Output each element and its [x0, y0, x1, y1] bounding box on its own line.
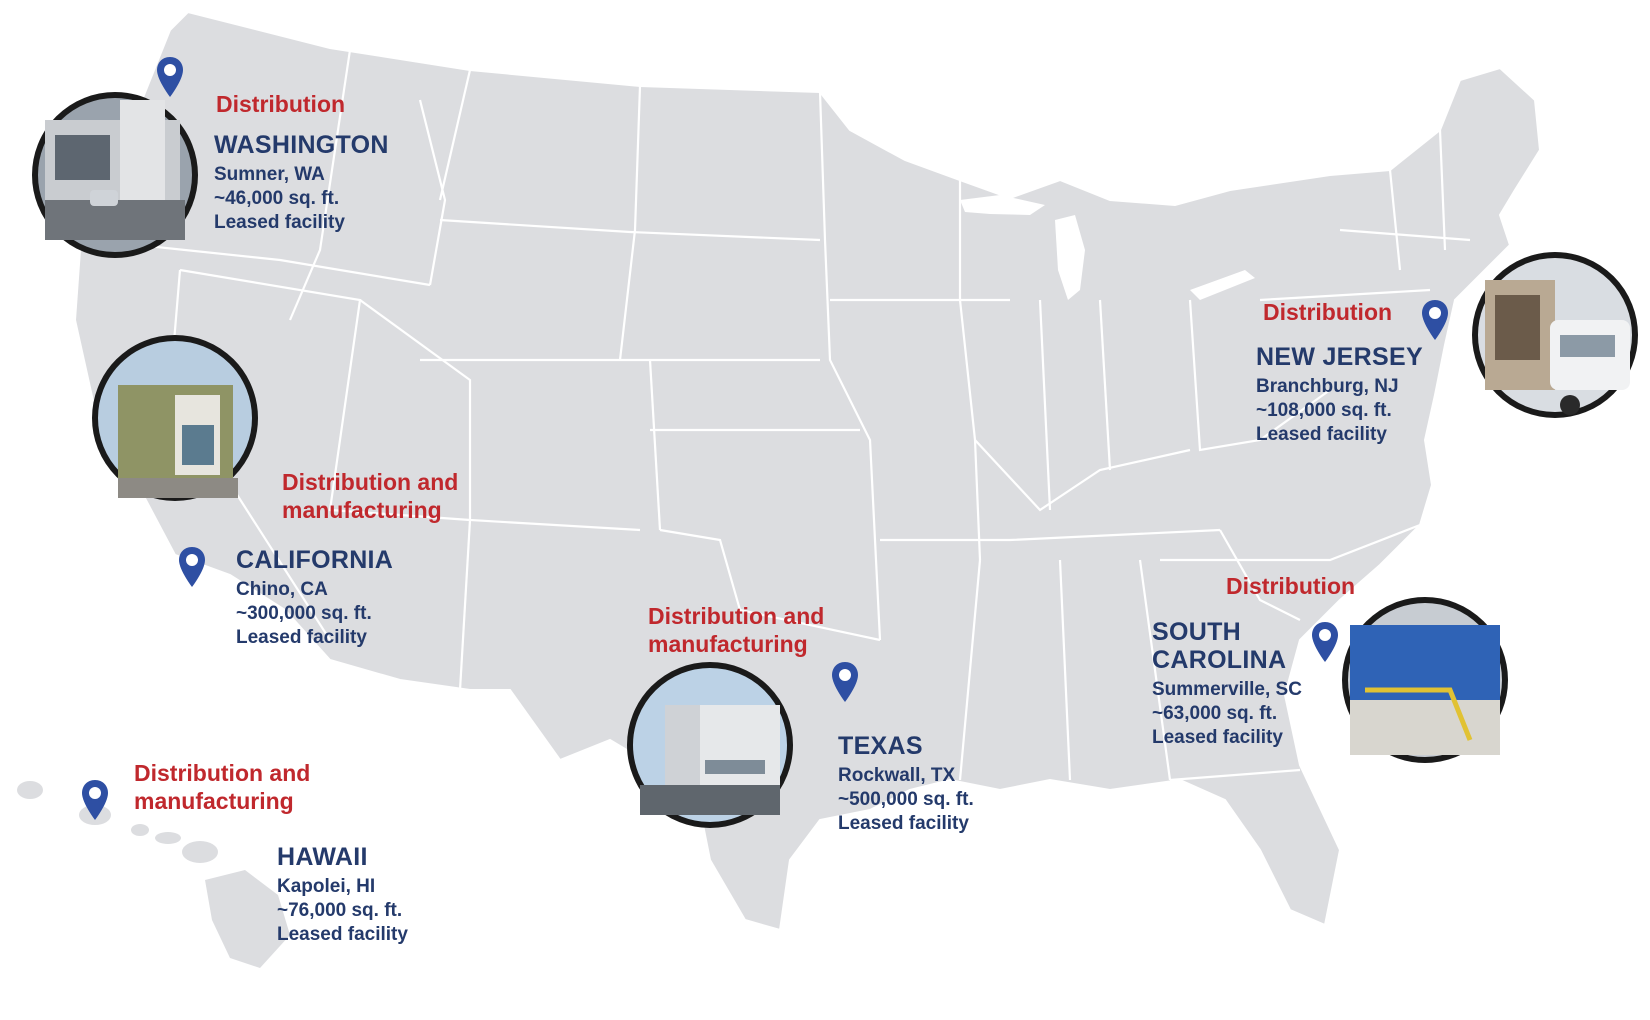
washington-state-name: WASHINGTON: [214, 131, 389, 159]
california-category: Distribution and manufacturing: [282, 469, 459, 523]
new-jersey-size: ~108,000 sq. ft.: [1256, 400, 1392, 421]
texas-city: Rockwall, TX: [838, 765, 956, 786]
lake-erie: [1190, 270, 1255, 300]
california-facility-photo: [92, 335, 258, 501]
washington-city: Sumner, WA: [214, 164, 325, 185]
texas-state-name: TEXAS: [838, 732, 923, 760]
lake-michigan: [1055, 215, 1085, 300]
washington-category: Distribution: [216, 91, 346, 117]
new-jersey-facility-photo: [1472, 252, 1638, 418]
california-tenure: Leased facility: [236, 627, 367, 648]
new-jersey-state-name: NEW JERSEY: [1256, 343, 1423, 371]
south-carolina-city: Summerville, SC: [1152, 679, 1302, 700]
lake-superior: [960, 195, 1045, 215]
texas-size: ~500,000 sq. ft.: [838, 789, 974, 810]
texas-facility-photo: [627, 662, 793, 828]
south-carolina-map-pin-icon[interactable]: [1312, 622, 1338, 662]
south-carolina-tenure: Leased facility: [1152, 727, 1283, 748]
hawaii-state-name: HAWAII: [277, 843, 368, 871]
new-jersey-city: Branchburg, NJ: [1256, 376, 1399, 397]
hawaii-islands: [17, 781, 290, 968]
south-carolina-state-name: SOUTH CAROLINA: [1152, 618, 1287, 674]
california-map-pin-icon[interactable]: [179, 547, 205, 587]
washington-size: ~46,000 sq. ft.: [214, 188, 340, 209]
california-size: ~300,000 sq. ft.: [236, 603, 372, 624]
california-state-name: CALIFORNIA: [236, 546, 394, 574]
texas-category: Distribution and manufacturing: [648, 603, 825, 657]
hawaii-tenure: Leased facility: [277, 924, 408, 945]
washington-tenure: Leased facility: [214, 212, 345, 233]
south-carolina-size: ~63,000 sq. ft.: [1152, 703, 1278, 724]
hawaii-category: Distribution and manufacturing: [134, 760, 311, 814]
hawaii-city: Kapolei, HI: [277, 876, 376, 897]
south-carolina-category: Distribution: [1226, 573, 1356, 599]
us-landmass: [73, 10, 1542, 932]
texas-tenure: Leased facility: [838, 813, 969, 834]
new-jersey-category: Distribution: [1263, 299, 1393, 325]
south-carolina-facility-photo: [1342, 597, 1508, 763]
new-jersey-tenure: Leased facility: [1256, 424, 1387, 445]
washington-facility-photo: [32, 92, 198, 258]
california-city: Chino, CA: [236, 579, 328, 600]
hawaii-size: ~76,000 sq. ft.: [277, 900, 403, 921]
